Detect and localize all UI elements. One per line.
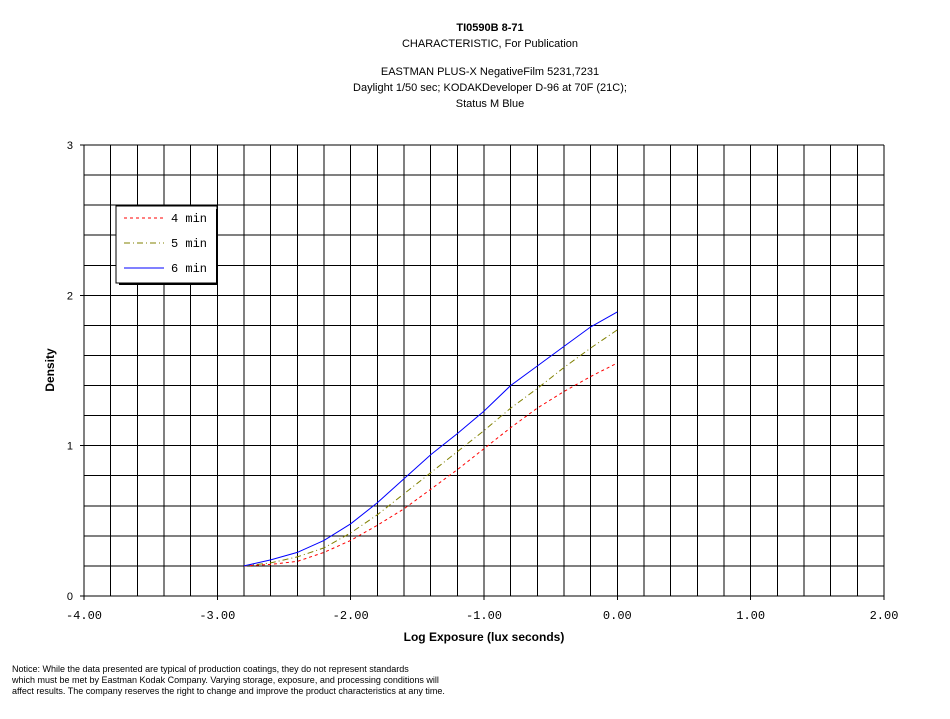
status-line: Status M Blue	[455, 98, 525, 110]
notice-line: which must be met by Eastman Kodak Compa…	[12, 675, 439, 685]
notice-line: affect results. The company reserves the…	[12, 686, 445, 696]
x-tick-label: -2.00	[333, 609, 369, 623]
x-tick-label: 1.00	[736, 609, 765, 623]
legend-label: 4 min	[171, 212, 207, 226]
x-tick-label: 0.00	[603, 609, 632, 623]
notice-text: Notice: While the data presented are typ…	[12, 664, 445, 697]
chart-subtitle: CHARACTERISTIC, For Publication	[401, 38, 579, 50]
x-tick-label: -3.00	[199, 609, 235, 623]
series-line-5-min	[243, 329, 618, 567]
legend-label: 5 min	[171, 237, 207, 251]
x-tick-label: -4.00	[66, 609, 102, 623]
x-tick-label: -1.00	[466, 609, 502, 623]
x-axis-label: Log Exposure (lux seconds)	[404, 630, 565, 644]
legend-box	[115, 205, 218, 284]
exposure-conditions: Daylight 1/50 sec; KODAKDeveloper D-96 a…	[353, 82, 627, 94]
legend-label: 6 min	[171, 262, 207, 276]
y-tick-label: 0	[67, 591, 73, 603]
x-tick-label: 2.00	[870, 609, 899, 623]
series-line-6-min	[243, 311, 618, 567]
y-tick-label: 2	[67, 290, 73, 302]
chart-title: TI0590B 8-71	[456, 22, 524, 34]
y-tick-label: 3	[67, 140, 73, 152]
y-tick-label: 1	[67, 441, 73, 453]
film-name: EASTMAN PLUS-X NegativeFilm 5231,7231	[380, 66, 600, 78]
series-line-4-min	[243, 362, 618, 567]
y-axis-label: Density	[43, 348, 57, 392]
notice-line: Notice: While the data presented are typ…	[12, 664, 409, 674]
